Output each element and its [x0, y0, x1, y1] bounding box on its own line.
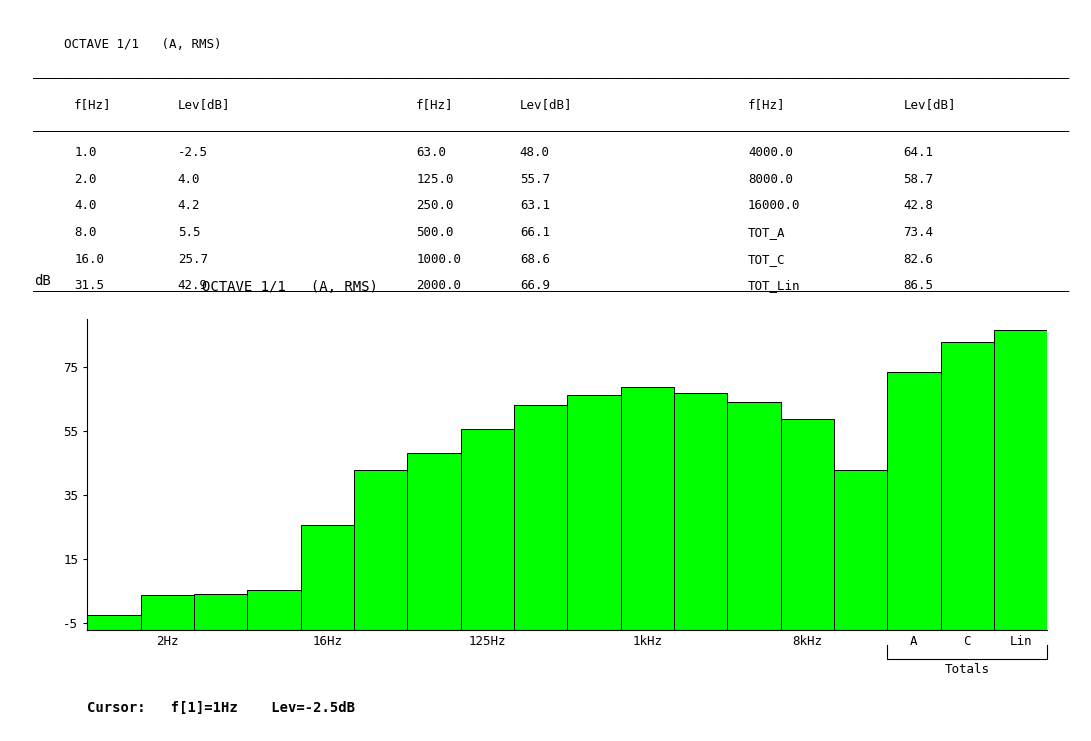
Text: 66.9: 66.9: [519, 279, 550, 292]
Text: 82.6: 82.6: [903, 253, 933, 265]
Text: 16.0: 16.0: [74, 253, 104, 265]
Text: OCTAVE 1/1   (A, RMS): OCTAVE 1/1 (A, RMS): [63, 38, 221, 50]
Text: 58.7: 58.7: [903, 173, 933, 185]
Bar: [194, 594, 248, 630]
Text: OCTAVE 1/1   (A, RMS): OCTAVE 1/1 (A, RMS): [203, 280, 379, 293]
Text: 1000.0: 1000.0: [417, 253, 461, 265]
Text: TOT_C: TOT_C: [748, 253, 786, 265]
Bar: [141, 594, 194, 630]
Text: 4.0: 4.0: [178, 173, 201, 185]
Text: 42.8: 42.8: [903, 199, 933, 212]
Text: 1.0: 1.0: [74, 146, 97, 159]
Text: 8.0: 8.0: [74, 226, 97, 239]
Bar: [514, 405, 567, 630]
Text: Lev[dB]: Lev[dB]: [178, 98, 230, 111]
Text: 4000.0: 4000.0: [748, 146, 793, 159]
Bar: [407, 453, 460, 630]
Bar: [887, 372, 940, 630]
Text: 68.6: 68.6: [519, 253, 550, 265]
Bar: [728, 402, 781, 630]
Text: 4.0: 4.0: [74, 199, 97, 212]
Text: 48.0: 48.0: [519, 146, 550, 159]
Text: 86.5: 86.5: [903, 279, 933, 292]
Text: 25.7: 25.7: [178, 253, 207, 265]
Text: TOT_Lin: TOT_Lin: [748, 279, 801, 292]
Text: 66.1: 66.1: [519, 226, 550, 239]
Bar: [567, 395, 621, 630]
Text: 73.4: 73.4: [903, 226, 933, 239]
Text: 64.1: 64.1: [903, 146, 933, 159]
Bar: [248, 590, 301, 630]
Text: 5.5: 5.5: [178, 226, 201, 239]
Text: Totals: Totals: [945, 663, 990, 677]
Text: f[Hz]: f[Hz]: [417, 98, 454, 111]
Bar: [87, 616, 141, 630]
Text: dB: dB: [35, 273, 51, 288]
Text: 55.7: 55.7: [519, 173, 550, 185]
Bar: [940, 342, 994, 630]
Text: 63.0: 63.0: [417, 146, 446, 159]
Bar: [834, 470, 887, 630]
Text: 16000.0: 16000.0: [748, 199, 801, 212]
Text: f[Hz]: f[Hz]: [748, 98, 786, 111]
Text: -2.5: -2.5: [178, 146, 207, 159]
Bar: [674, 393, 728, 630]
Bar: [460, 429, 514, 630]
Text: 500.0: 500.0: [417, 226, 454, 239]
Text: 8000.0: 8000.0: [748, 173, 793, 185]
Bar: [621, 388, 674, 630]
Text: 125.0: 125.0: [417, 173, 454, 185]
Text: 42.9: 42.9: [178, 279, 207, 292]
Text: 2.0: 2.0: [74, 173, 97, 185]
Text: 63.1: 63.1: [519, 199, 550, 212]
Text: Lev[dB]: Lev[dB]: [903, 98, 956, 111]
Bar: [301, 525, 353, 630]
Text: TOT_A: TOT_A: [748, 226, 786, 239]
Text: 2000.0: 2000.0: [417, 279, 461, 292]
Text: f[Hz]: f[Hz]: [74, 98, 111, 111]
Bar: [994, 330, 1047, 630]
Bar: [353, 470, 407, 630]
Text: 31.5: 31.5: [74, 279, 104, 292]
Bar: [781, 419, 834, 630]
Text: Lev[dB]: Lev[dB]: [519, 98, 573, 111]
Text: 4.2: 4.2: [178, 199, 201, 212]
Text: Cursor:   f[1]=1Hz    Lev=-2.5dB: Cursor: f[1]=1Hz Lev=-2.5dB: [87, 701, 356, 715]
Text: 250.0: 250.0: [417, 199, 454, 212]
